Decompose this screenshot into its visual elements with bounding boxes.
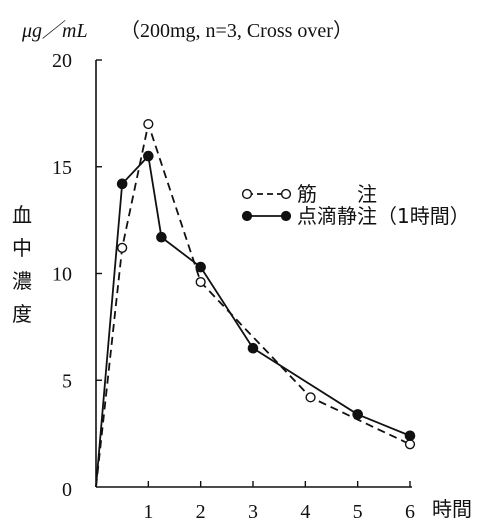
x-tick-label: 3 <box>248 501 258 522</box>
data-point-0 <box>305 392 316 403</box>
x-tick-label: 2 <box>196 501 206 522</box>
y-tick-label: 5 <box>62 370 72 392</box>
chart-condition: （200mg, n=3, Cross over） <box>120 19 353 42</box>
data-point-1 <box>156 231 167 243</box>
data-point-1 <box>143 150 154 162</box>
x-tick-label: 1 <box>143 501 153 522</box>
legend: 筋 注 点滴静注（1時間） <box>241 182 470 228</box>
x-tick-label: 5 <box>353 501 363 522</box>
data-point-1 <box>195 261 206 273</box>
data-point-1 <box>404 430 416 442</box>
data-point-0 <box>195 276 206 288</box>
legend-item-iv-infusion: 点滴静注（1時間） <box>241 204 470 228</box>
x-tick-label: 6 <box>405 501 415 522</box>
y-tick-label: 10 <box>52 264 72 286</box>
data-point-1 <box>116 178 128 190</box>
data-point-1 <box>247 342 259 354</box>
legend-marker <box>241 210 253 222</box>
y-axis-label-char: 中 <box>12 236 32 260</box>
y-axis-label-char: 血 <box>12 203 32 227</box>
y-axis-label-char: 濃 <box>12 269 32 293</box>
y-axis-label-char: 度 <box>12 302 32 326</box>
legend-marker <box>280 210 292 222</box>
y-tick-label: 15 <box>52 157 72 179</box>
y-tick-label: 0 <box>62 479 72 501</box>
legend-label: 筋 注 <box>297 182 377 206</box>
data-point-0 <box>117 242 128 253</box>
legend-marker <box>280 188 292 200</box>
y-ticks: 0 5 10 15 20 <box>52 50 102 501</box>
y-unit-label: μg／mL <box>21 20 88 42</box>
series-line-1 <box>95 154 411 488</box>
series-group <box>95 118 416 488</box>
legend-label: 点滴静注（1時間） <box>297 204 470 228</box>
legend-item-intramuscular: 筋 注 <box>241 182 377 206</box>
data-point-0 <box>143 118 154 130</box>
x-ticks: 1 2 3 4 5 6 <box>143 481 415 522</box>
x-tick-label: 4 <box>300 501 310 522</box>
series-line-0 <box>95 120 411 488</box>
y-tick-label: 20 <box>52 50 72 72</box>
data-point-1 <box>352 409 363 420</box>
legend-marker <box>241 188 253 200</box>
data-point-0 <box>404 439 416 450</box>
x-axis-label: 時間 <box>432 497 472 521</box>
